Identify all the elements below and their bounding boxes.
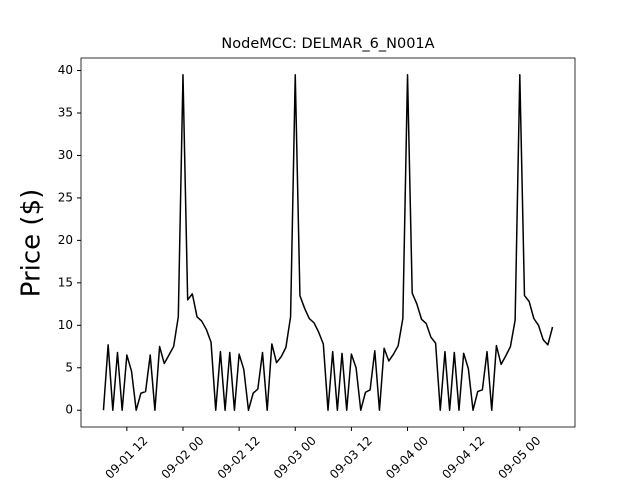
y-tick-label: 30 (58, 148, 73, 162)
x-tick-label: 09-05 00 (495, 434, 543, 480)
y-tick-label: 35 (58, 105, 73, 119)
x-tick-label: 09-01 12 (102, 434, 150, 480)
x-tick-label: 09-04 12 (439, 434, 487, 480)
x-tick-label: 09-04 00 (383, 434, 431, 480)
plot-frame (80, 57, 576, 428)
y-tick-label: 5 (65, 360, 73, 374)
x-tick-label: 09-02 00 (159, 434, 207, 480)
y-tick-label: 10 (58, 318, 73, 332)
y-tick-label: 25 (58, 190, 73, 204)
x-tick-label: 09-03 00 (271, 434, 319, 480)
x-tick-label: 09-03 12 (327, 434, 375, 480)
y-tick-label: 20 (58, 233, 73, 247)
y-axis-label: Price ($) (17, 189, 47, 298)
x-tick-label: 09-02 12 (215, 434, 263, 480)
chart-title: NodeMCC: DELMAR_6_N001A (221, 36, 434, 52)
y-tick-label: 0 (65, 403, 73, 417)
y-tick-label: 15 (58, 275, 73, 289)
y-tick-label: 40 (58, 63, 73, 77)
data-line (102, 74, 554, 411)
